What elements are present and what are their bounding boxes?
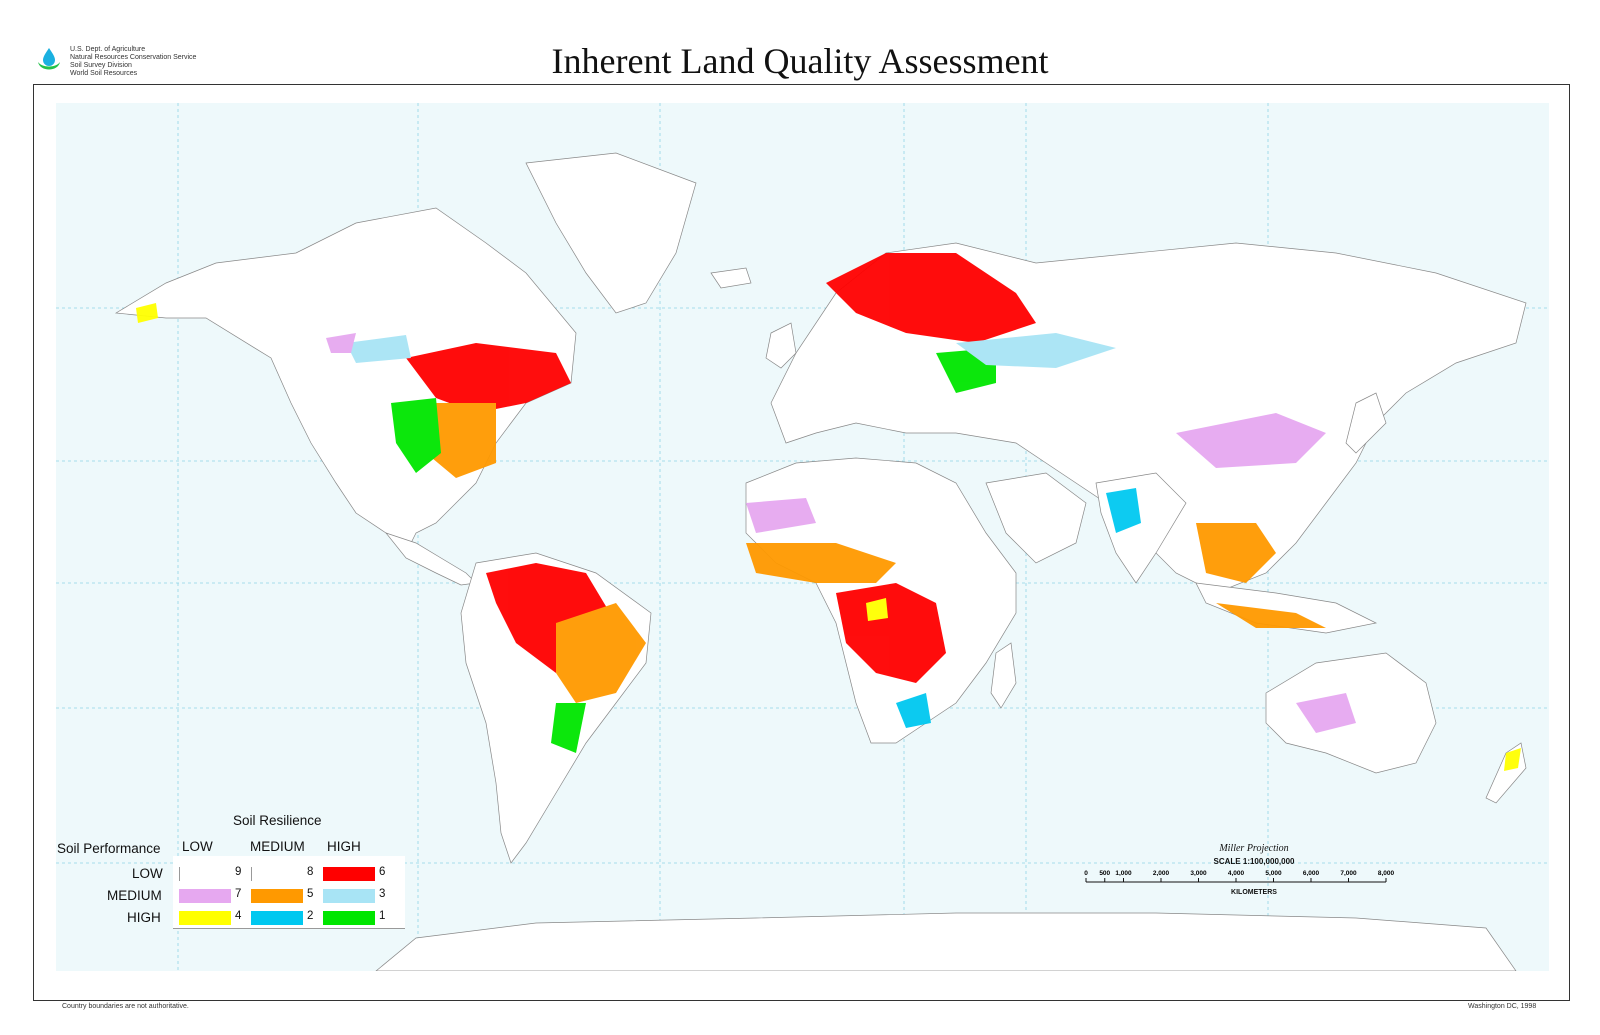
legend-performance-low: LOW	[132, 866, 163, 881]
scale-tick-label: 2,000	[1153, 870, 1170, 877]
soil-patch-red	[826, 253, 1036, 343]
legend-class-number: 5	[307, 888, 314, 900]
map-frame: Miller Projection SCALE 1:100,000,000 0 5…	[33, 84, 1570, 1001]
scale-tick-label: 1,000	[1115, 870, 1132, 877]
nrcs-logo-icon	[38, 48, 60, 70]
legend-class-number: 3	[379, 888, 386, 900]
projection-label: Miller Projection	[1219, 843, 1289, 854]
legend-swatch-class-4	[179, 911, 231, 925]
scale-tick-label: 6,000	[1303, 870, 1320, 877]
iceland	[710, 267, 752, 289]
soil-patch-red	[406, 343, 571, 413]
legend-resilience-title: Soil Resilience	[233, 813, 322, 828]
soil-patch-lilac	[746, 498, 816, 533]
legend-class-number: 7	[235, 888, 242, 900]
soil-patch-green	[551, 703, 586, 753]
map-title: Inherent Land Quality Assessment	[551, 41, 1049, 81]
scale-tick-label: 3,000	[1190, 870, 1207, 877]
soil-patch-lightblue	[346, 335, 411, 363]
scale-tick-label: 7,000	[1340, 870, 1357, 877]
legend-resilience-high: HIGH	[327, 839, 361, 854]
scale-tick-label: 500	[1099, 870, 1110, 877]
scale-tick-label: 4,000	[1228, 870, 1245, 877]
soil-patch-orange	[1196, 523, 1276, 583]
scale-ratio: SCALE 1:100,000,000	[1213, 857, 1295, 866]
legend-performance-title: Soil Performance	[57, 841, 161, 856]
scale-bar: 0 500 1,000 2,000 3,000 4,000 5,000 6,000 7,000 8…	[1084, 870, 1395, 883]
agency-line: U.S. Dept. of Agriculture	[70, 46, 146, 53]
soil-patch-orange	[746, 543, 896, 583]
arabia	[985, 472, 1087, 564]
legend-class-number: 8	[307, 866, 314, 878]
japan	[1345, 392, 1387, 454]
legend: Soil Resilience Soil Performance LOW MED…	[55, 813, 435, 950]
legend-class-number: 1	[379, 910, 386, 922]
british-isles	[765, 322, 797, 369]
legend-class-number: 9	[235, 866, 242, 878]
legend-swatch-class-1	[323, 911, 375, 925]
soil-patch-lilac	[1176, 413, 1326, 468]
scale-tick-label: 5,000	[1265, 870, 1282, 877]
greenland	[525, 152, 697, 314]
footnote-place-date: Washington DC, 1998	[1468, 1003, 1537, 1010]
legend-swatch-class-3	[323, 889, 375, 903]
soil-patch-red	[836, 583, 946, 683]
soil-patch-green	[391, 398, 441, 473]
soil-patch-cyan	[1106, 488, 1141, 533]
world-map	[56, 103, 1549, 971]
legend-class-number: 6	[379, 866, 386, 878]
indonesia	[1195, 582, 1378, 634]
soil-patch-orange	[556, 603, 646, 703]
soil-patch-orange	[426, 403, 496, 478]
agency-text: U.S. Dept. of Agriculture Natural Resour…	[70, 46, 196, 78]
soil-patch-lilac	[1296, 693, 1356, 733]
legend-swatch-class-6	[323, 867, 375, 881]
soil-patch-yellow	[866, 598, 888, 621]
scale-block: Miller Projection SCALE 1:100,000,000 0 5…	[1084, 843, 1424, 903]
soil-patch-cyan	[896, 693, 931, 728]
antarctica	[375, 912, 1517, 971]
scale-unit: KILOMETERS	[1231, 889, 1277, 896]
legend-resilience-medium: MEDIUM	[250, 839, 305, 854]
legend-performance-medium: MEDIUM	[107, 888, 162, 903]
legend-swatch-class-2	[251, 911, 303, 925]
soil-patch-yellow	[136, 303, 158, 323]
soil-patch-lilac	[326, 333, 356, 353]
madagascar	[990, 642, 1017, 709]
agency-line: Natural Resources Conservation Service	[70, 54, 197, 61]
legend-resilience-low: LOW	[182, 839, 213, 854]
legend-swatch-class-8	[251, 867, 304, 881]
legend-class-number: 4	[235, 910, 242, 922]
footnote-disclaimer: Country boundaries are not authoritative…	[62, 1003, 189, 1010]
scale-tick-label: 0	[1084, 870, 1088, 877]
agency-block: U.S. Dept. of Agriculture Natural Resour…	[34, 46, 196, 78]
soil-patch-orange	[1216, 603, 1326, 628]
legend-class-number: 2	[307, 910, 314, 922]
soil-patch-yellow	[1504, 748, 1521, 771]
agency-line: Soil Survey Division	[70, 62, 132, 69]
agency-line: World Soil Resources	[70, 70, 138, 77]
legend-swatch-class-7	[179, 889, 231, 903]
soil-patches	[136, 253, 1521, 771]
soil-patch-lightblue	[956, 333, 1116, 368]
legend-swatch-class-5	[251, 889, 303, 903]
legend-performance-high: HIGH	[127, 910, 161, 925]
legend-swatch-class-9	[179, 867, 232, 881]
scale-tick-label: 8,000	[1378, 870, 1395, 877]
